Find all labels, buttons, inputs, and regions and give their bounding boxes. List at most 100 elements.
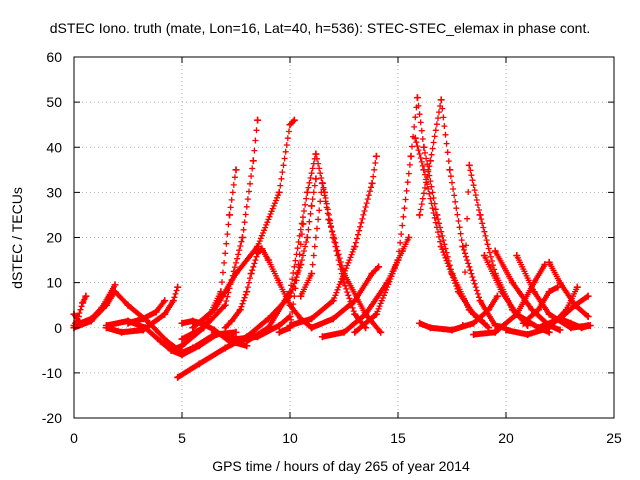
data-point [286, 121, 294, 129]
data-point [232, 270, 240, 278]
x-axis-label: GPS time / hours of day 265 of year 2014 [212, 458, 470, 474]
axis-ticks: 0 5 10 15 20 25 -20 -10 0 10 20 30 40 50 60 [42, 49, 622, 446]
data-point [413, 94, 421, 102]
data-point [394, 256, 402, 264]
series-arc-29 [513, 252, 592, 332]
data-point [312, 175, 320, 183]
data-point [329, 315, 337, 323]
data-point [264, 324, 272, 332]
data-point [556, 315, 564, 323]
data-point [362, 310, 370, 318]
data-point [340, 279, 348, 287]
data-point [470, 331, 478, 339]
data-point [513, 310, 521, 318]
data-point [351, 243, 359, 251]
data-point [118, 328, 126, 336]
data-point [493, 292, 501, 300]
data-point [254, 243, 262, 251]
data-point [243, 288, 251, 296]
data-point [210, 328, 218, 336]
data-point [465, 161, 473, 169]
data-point [295, 261, 303, 269]
data-point [534, 306, 542, 314]
data-point [448, 326, 456, 334]
data-point [377, 328, 385, 336]
data-point [178, 335, 186, 343]
data-point [368, 270, 376, 278]
data-point [541, 261, 549, 269]
data-point [156, 337, 164, 345]
data-point [545, 288, 553, 296]
data-point [513, 252, 521, 260]
x-tick-label: 10 [282, 430, 298, 446]
data-point [556, 326, 564, 334]
data-point [586, 321, 594, 329]
data-point [312, 150, 320, 158]
data-point [254, 116, 262, 124]
data-series-group [70, 94, 594, 381]
data-point [189, 324, 197, 332]
data-point [437, 243, 445, 251]
data-point [530, 288, 538, 296]
data-point [275, 328, 283, 336]
series-arc-28 [502, 283, 581, 339]
data-point [275, 188, 283, 196]
data-point [325, 215, 333, 223]
data-point [141, 324, 149, 332]
y-axis-label: dSTEC / TECUs [9, 187, 25, 289]
data-point [573, 283, 581, 291]
data-point [102, 321, 110, 329]
data-point [195, 360, 203, 368]
data-point [195, 342, 203, 350]
data-point [459, 243, 467, 251]
data-point [498, 288, 506, 296]
data-point [308, 315, 316, 323]
data-point [416, 319, 424, 327]
series-arc-06 [124, 297, 169, 327]
data-point [79, 299, 87, 307]
data-point [286, 312, 294, 320]
data-point [221, 344, 229, 352]
data-point [264, 315, 272, 323]
data-point [411, 134, 419, 142]
data-point [340, 328, 348, 336]
data-point [111, 281, 119, 289]
data-point [502, 326, 510, 334]
data-point [82, 292, 90, 300]
series-arc-10 [189, 116, 298, 332]
data-point [290, 116, 298, 124]
data-point [275, 279, 283, 287]
data-point [167, 346, 175, 354]
x-tick-label: 15 [390, 430, 406, 446]
data-point [286, 321, 294, 329]
x-tick-label: 20 [498, 430, 514, 446]
data-point [508, 279, 516, 287]
data-point [124, 319, 132, 327]
data-point [169, 297, 177, 305]
data-point [303, 188, 311, 196]
series-arc-17 [286, 152, 380, 329]
data-point [420, 143, 428, 151]
data-point [534, 324, 542, 332]
data-point [189, 317, 197, 325]
data-point [416, 211, 424, 219]
data-point [584, 312, 592, 320]
data-point [174, 373, 182, 381]
data-point [139, 315, 147, 323]
data-point [163, 337, 171, 345]
data-point [571, 301, 579, 309]
data-point [221, 324, 229, 332]
data-point [124, 301, 132, 309]
data-point [210, 306, 218, 314]
data-point [226, 211, 234, 219]
x-tick-label: 5 [178, 430, 186, 446]
data-point [308, 324, 316, 332]
data-point [200, 320, 208, 328]
data-point [567, 319, 575, 327]
data-point [524, 331, 532, 339]
data-point [437, 96, 445, 104]
data-point [545, 310, 553, 318]
y-tick-label: 40 [46, 139, 62, 155]
